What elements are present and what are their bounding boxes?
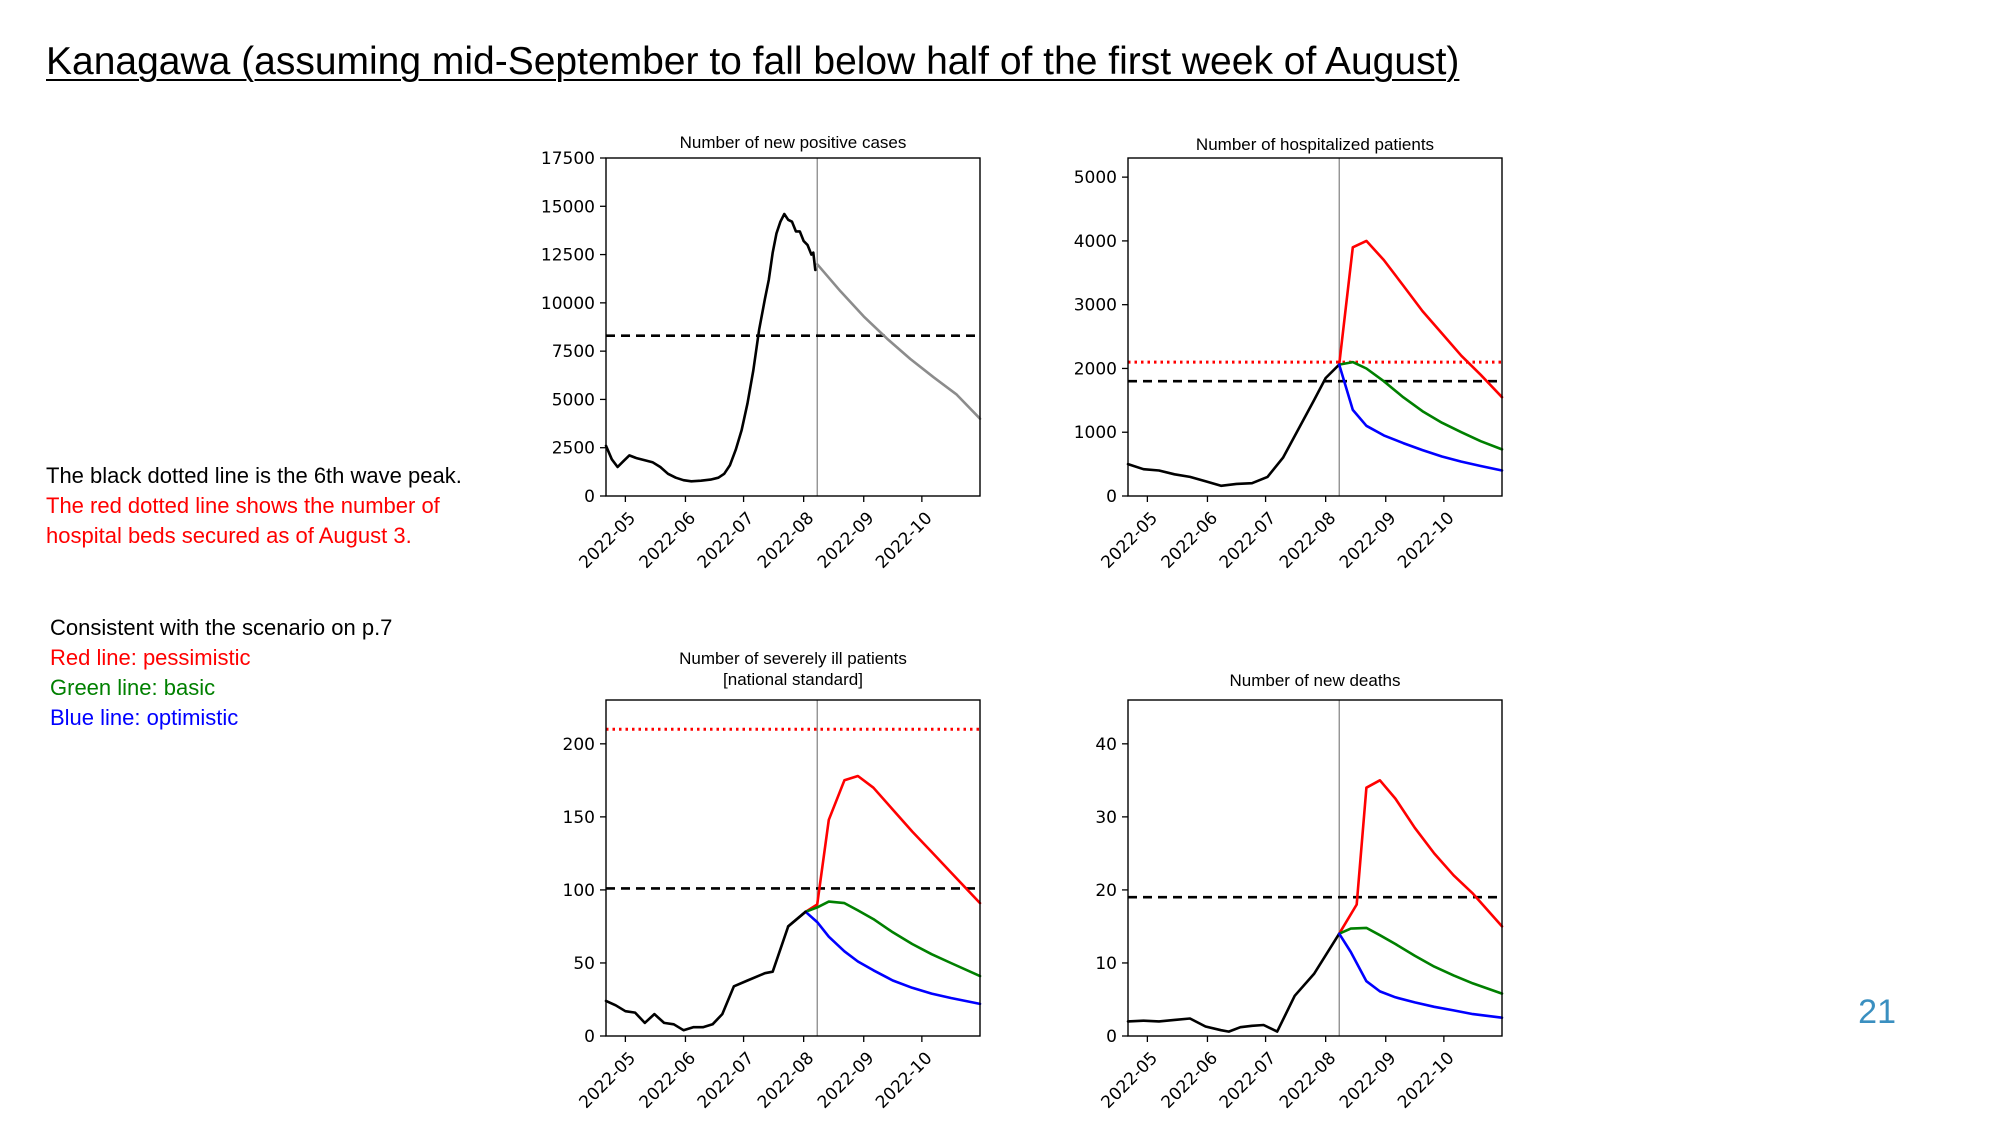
reference-lines-note: The black dotted line is the 6th wave pe…: [46, 461, 462, 551]
chart-title: [national standard]: [723, 670, 863, 689]
pessimistic-line: [1337, 239, 1504, 399]
optimistic-line: [1337, 932, 1504, 1019]
plot-frame: [1127, 699, 1503, 1037]
y-tick-label: 50: [573, 954, 595, 974]
x-tick-label: 2022-05: [576, 1048, 640, 1112]
plot-frame: [605, 699, 981, 1037]
x-tick-label: 2022-05: [1098, 1048, 1162, 1112]
chart-panel-3: Number of severely ill patients [national…: [563, 649, 982, 1113]
plot-frame: [1127, 157, 1503, 497]
x-tick-label: 2022-07: [694, 508, 758, 572]
legend-pessimistic: Red line: pessimistic: [50, 645, 251, 670]
pessimistic-line: [1337, 779, 1504, 935]
y-tick-label: 5000: [552, 390, 595, 410]
y-tick-label: 200: [563, 735, 595, 755]
x-tick-label: 2022-10: [872, 508, 936, 572]
x-tick-label: 2022-10: [1394, 508, 1458, 572]
page-number: 21: [1858, 993, 1896, 1031]
x-tick-label: 2022-07: [1216, 508, 1280, 572]
y-tick-label: 0: [584, 487, 595, 507]
plot-frame: [605, 157, 981, 497]
x-tick-label: 2022-07: [1216, 1048, 1280, 1112]
x-tick-label: 2022-06: [1158, 1048, 1222, 1112]
chart-title: Number of severely ill patients: [679, 649, 907, 668]
y-tick-label: 2500: [552, 439, 595, 459]
y-tick-label: 7500: [552, 342, 595, 362]
x-tick-label: 2022-08: [754, 508, 818, 572]
y-tick-label: 17500: [541, 149, 595, 169]
y-tick-label: 0: [584, 1027, 595, 1047]
x-tick-label: 2022-09: [814, 508, 878, 572]
observed-line: [604, 910, 807, 1032]
x-tick-label: 2022-06: [636, 1048, 700, 1112]
observed-line: [1126, 932, 1341, 1033]
observed-line: [604, 212, 817, 483]
chart-panel-1: Number of new positive cases 0 2500 5000 750…: [541, 133, 982, 573]
x-tick-label: 2022-06: [1158, 508, 1222, 572]
y-tick-label: 0: [1106, 1027, 1117, 1047]
chart-panel-2: Number of hospitalized patients 0 1000 2000…: [1074, 135, 1504, 573]
legend-optimistic: Blue line: optimistic: [50, 705, 239, 730]
x-tick-label: 2022-05: [576, 508, 640, 572]
red-line-note-2: hospital beds secured as of August 3.: [46, 523, 412, 548]
slide-title: Kanagawa (assuming mid-September to fall…: [46, 40, 1460, 83]
y-tick-label: 40: [1095, 735, 1117, 755]
optimistic-line: [804, 910, 982, 1006]
y-tick-label: 150: [563, 808, 595, 828]
y-tick-label: 0: [1106, 487, 1117, 507]
x-tick-label: 2022-08: [1276, 1048, 1340, 1112]
basic-line: [804, 900, 982, 978]
x-tick-label: 2022-08: [754, 1048, 818, 1112]
chart-title: Number of new deaths: [1229, 671, 1400, 690]
x-tick-label: 2022-10: [872, 1048, 936, 1112]
chart-title: Number of new positive cases: [680, 133, 907, 152]
black-line-note: The black dotted line is the 6th wave pe…: [46, 463, 462, 488]
y-tick-label: 2000: [1074, 359, 1117, 379]
scenario-legend-heading: Consistent with the scenario on p.7: [50, 615, 393, 640]
x-tick-label: 2022-09: [1336, 1048, 1400, 1112]
optimistic-line: [1337, 363, 1504, 472]
y-tick-label: 10000: [541, 294, 595, 314]
y-tick-label: 1000: [1074, 423, 1117, 443]
x-tick-label: 2022-09: [1336, 508, 1400, 572]
y-tick-label: 15000: [541, 197, 595, 217]
basic-line: [1337, 360, 1504, 451]
x-tick-label: 2022-09: [814, 1048, 878, 1112]
red-line-note-1: The red dotted line shows the number of: [46, 493, 440, 518]
observed-line: [786, 910, 807, 928]
x-tick-label: 2022-10: [1394, 1048, 1458, 1112]
basic-line: [1337, 926, 1504, 995]
x-tick-label: 2022-05: [1098, 508, 1162, 572]
x-tick-label: 2022-07: [694, 1048, 758, 1112]
y-tick-label: 10: [1095, 954, 1117, 974]
x-tick-label: 2022-06: [636, 508, 700, 572]
y-tick-label: 100: [563, 881, 595, 901]
scenario-legend: Consistent with the scenario on p.7 Red …: [50, 613, 392, 733]
x-tick-label: 2022-08: [1276, 508, 1340, 572]
y-tick-label: 4000: [1074, 232, 1117, 252]
y-tick-label: 3000: [1074, 296, 1117, 316]
chart-panel-4: Number of new deaths0102030402022-052022…: [1095, 671, 1504, 1113]
legend-basic: Green line: basic: [50, 675, 216, 700]
observed-line: [1126, 363, 1341, 488]
y-tick-label: 20: [1095, 881, 1117, 901]
y-tick-label: 12500: [541, 246, 595, 266]
chart-title: Number of hospitalized patients: [1196, 135, 1434, 154]
y-tick-label: 30: [1095, 808, 1117, 828]
projection-line: [815, 262, 982, 420]
y-tick-label: 5000: [1074, 168, 1117, 188]
pessimistic-line: [804, 774, 982, 914]
